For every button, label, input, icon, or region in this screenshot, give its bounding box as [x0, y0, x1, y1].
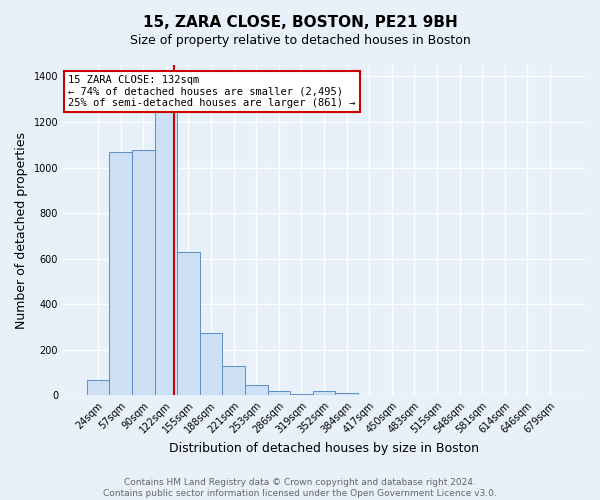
Bar: [87, 380, 109, 396]
Bar: [177, 252, 200, 396]
Bar: [155, 108, 177, 396]
X-axis label: Distribution of detached houses by size in Boston: Distribution of detached houses by size …: [169, 442, 479, 455]
Bar: [200, 332, 223, 396]
Y-axis label: Number of detached properties: Number of detached properties: [15, 132, 28, 328]
Text: 15, ZARA CLOSE, BOSTON, PE21 9BH: 15, ZARA CLOSE, BOSTON, PE21 9BH: [143, 15, 457, 30]
Bar: [223, 366, 245, 396]
Bar: [268, 391, 290, 396]
Bar: [313, 390, 335, 396]
Bar: [109, 152, 132, 396]
Text: Size of property relative to detached houses in Boston: Size of property relative to detached ho…: [130, 34, 470, 47]
Bar: [245, 385, 268, 396]
Bar: [290, 394, 313, 396]
Text: Contains HM Land Registry data © Crown copyright and database right 2024.
Contai: Contains HM Land Registry data © Crown c…: [103, 478, 497, 498]
Bar: [132, 150, 155, 396]
Bar: [335, 392, 358, 396]
Text: 15 ZARA CLOSE: 132sqm
← 74% of detached houses are smaller (2,495)
25% of semi-d: 15 ZARA CLOSE: 132sqm ← 74% of detached …: [68, 75, 356, 108]
